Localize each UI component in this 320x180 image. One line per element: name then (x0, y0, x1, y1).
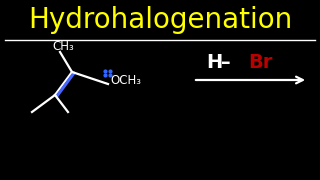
Text: CH₃: CH₃ (52, 40, 74, 53)
Text: OCH₃: OCH₃ (110, 73, 141, 87)
Text: –: – (221, 53, 231, 71)
Text: Br: Br (248, 53, 272, 71)
Text: H: H (206, 53, 222, 71)
Text: Hydrohalogenation: Hydrohalogenation (28, 6, 292, 34)
